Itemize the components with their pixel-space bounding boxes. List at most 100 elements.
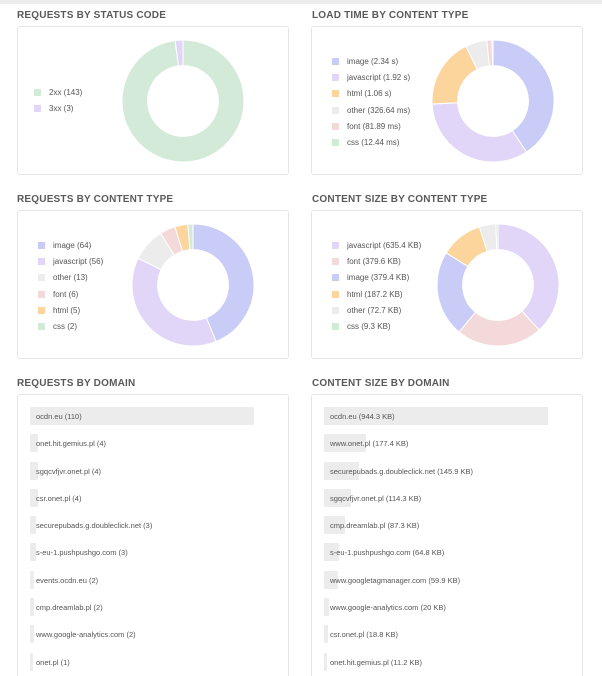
- legend-item: css (2): [38, 318, 103, 334]
- legend-item: other (72.7 KB): [332, 302, 421, 318]
- domain-bar: [30, 434, 39, 453]
- legend-swatch: [332, 306, 339, 314]
- domain-label: csr.onet.pl (18.8 KB): [330, 630, 398, 640]
- legend-item: javascript (635.4 KB): [332, 237, 421, 253]
- legend-swatch: [38, 274, 45, 282]
- legend-label: css (12.44 ms): [347, 138, 400, 148]
- domain-bar: [324, 543, 340, 562]
- chart-card: 2xx (143) 3xx (3): [17, 26, 289, 175]
- domain-bar: [324, 516, 345, 535]
- legend-item: css (9.3 KB): [332, 318, 421, 334]
- legend-item: css (12.44 ms): [332, 134, 410, 150]
- domain-bar: [324, 434, 367, 453]
- legend-item: image (2.34 s): [332, 53, 410, 69]
- domain-label: www.google-analytics.com (2): [36, 630, 136, 640]
- chart-card: javascript (635.4 KB) font (379.6 KB) imag…: [311, 210, 583, 359]
- domain-bar: [324, 598, 329, 617]
- legend-item: html (1.06 s): [332, 86, 410, 102]
- legend-swatch: [38, 306, 45, 314]
- legend-item: 3xx (3): [34, 100, 82, 116]
- legend-label: javascript (1.92 s): [347, 72, 411, 82]
- legend-swatch: [38, 241, 45, 249]
- domain-bar: [30, 625, 35, 644]
- legend-item: 2xx (143): [34, 84, 82, 100]
- donut-slice-3xx: [174, 39, 184, 67]
- legend-label: css (2): [53, 322, 77, 332]
- domain-bar: [30, 543, 37, 562]
- domain-bar: [30, 570, 35, 589]
- legend-swatch: [332, 257, 339, 265]
- domain-bar: [324, 488, 352, 507]
- legend-label: javascript (635.4 KB): [347, 240, 422, 250]
- donut-slice-javascript: [131, 257, 217, 347]
- domain-label: onet.hit.gemius.pl (11.2 KB): [330, 657, 422, 667]
- domain-label: cmp.dreamlab.pl (2): [36, 603, 103, 613]
- legend-label: font (379.6 KB): [347, 256, 401, 266]
- donut-slice-javascript: [497, 223, 560, 331]
- donut-chart: [436, 223, 560, 347]
- domain-label: www.onet.pl (177.4 KB): [330, 439, 409, 449]
- legend-item: html (187.2 KB): [332, 286, 421, 302]
- domain-label: securepubads.g.doubleclick.net (3): [36, 521, 153, 531]
- legend-swatch: [38, 257, 45, 265]
- donut-slice-css: [491, 39, 494, 67]
- legend-label: javascript (56): [53, 256, 104, 266]
- domain-label: csr.onet.pl (4): [36, 493, 82, 503]
- domain-bar: [30, 516, 37, 535]
- legend-swatch: [332, 139, 339, 147]
- panel-title: REQUESTS BY STATUS CODE: [17, 10, 167, 21]
- legend-item: image (64): [38, 237, 103, 253]
- donut-slice-javascript: [431, 102, 528, 163]
- domain-label: s-eu-1.pushpushgo.com (3): [36, 548, 128, 558]
- panel-title: CONTENT SIZE BY CONTENT TYPE: [312, 194, 488, 205]
- chart-legend: image (64) javascript (56) other (13) font …: [38, 237, 103, 335]
- legend-swatch: [332, 122, 339, 130]
- legend-label: html (1.06 s): [347, 89, 392, 99]
- chart-legend: 2xx (143) 3xx (3): [34, 84, 82, 117]
- legend-swatch: [34, 88, 41, 96]
- legend-item: font (379.6 KB): [332, 253, 421, 269]
- donut-slice-css: [495, 223, 499, 251]
- top-divider: [0, 0, 602, 4]
- legend-item: image (379.4 KB): [332, 270, 421, 286]
- legend-label: image (2.34 s): [347, 56, 399, 66]
- domain-label: ocdn.eu (944.3 KB): [330, 412, 395, 421]
- domain-label: cmp.dreamlab.pl (87.3 KB): [330, 521, 420, 531]
- legend-item: font (81.89 ms): [332, 118, 410, 134]
- chart-card: image (64) javascript (56) other (13) font …: [17, 210, 289, 359]
- domain-label: sgqcvfjvr.onet.pl (114.3 KB): [330, 493, 422, 503]
- legend-swatch: [332, 323, 339, 331]
- donut-chart: [121, 39, 245, 163]
- legend-swatch: [332, 106, 339, 114]
- panel-title: CONTENT SIZE BY DOMAIN: [312, 378, 450, 389]
- legend-swatch: [332, 241, 339, 249]
- chart-legend: image (2.34 s) javascript (1.92 s) html (1…: [332, 53, 410, 151]
- legend-label: image (64): [53, 240, 92, 250]
- domain-label: events.ocdn.eu (2): [36, 575, 99, 585]
- domain-label: s-eu-1.pushpushgo.com (64.8 KB): [330, 548, 445, 558]
- legend-swatch: [332, 290, 339, 298]
- domain-bar: [324, 625, 329, 644]
- domain-label: sgqcvfjvr.onet.pl (4): [36, 466, 102, 476]
- domain-label: www.google-analytics.com (20 KB): [330, 603, 446, 613]
- donut-chart: [431, 39, 555, 163]
- legend-label: font (81.89 ms): [347, 121, 401, 131]
- legend-item: other (13): [38, 270, 103, 286]
- legend-label: 2xx (143): [49, 87, 83, 97]
- domain-bar: [30, 488, 39, 507]
- legend-swatch: [332, 90, 339, 98]
- legend-label: css (9.3 KB): [347, 322, 391, 332]
- domain-bar: [30, 461, 39, 480]
- legend-item: other (326.64 ms): [332, 102, 410, 118]
- legend-label: html (187.2 KB): [347, 289, 403, 299]
- domain-bar: [30, 598, 35, 617]
- legend-item: html (5): [38, 302, 103, 318]
- domain-bar: [324, 652, 327, 671]
- donut-slice-image: [492, 39, 555, 153]
- panel-title: REQUESTS BY CONTENT TYPE: [17, 194, 174, 205]
- legend-item: javascript (1.92 s): [332, 69, 410, 85]
- domain-label: onet.hit.gemius.pl (4): [36, 439, 107, 449]
- legend-swatch: [34, 104, 41, 112]
- domain-bar: [324, 570, 339, 589]
- domain-label: www.googletagmanager.com (59.9 KB): [330, 575, 461, 585]
